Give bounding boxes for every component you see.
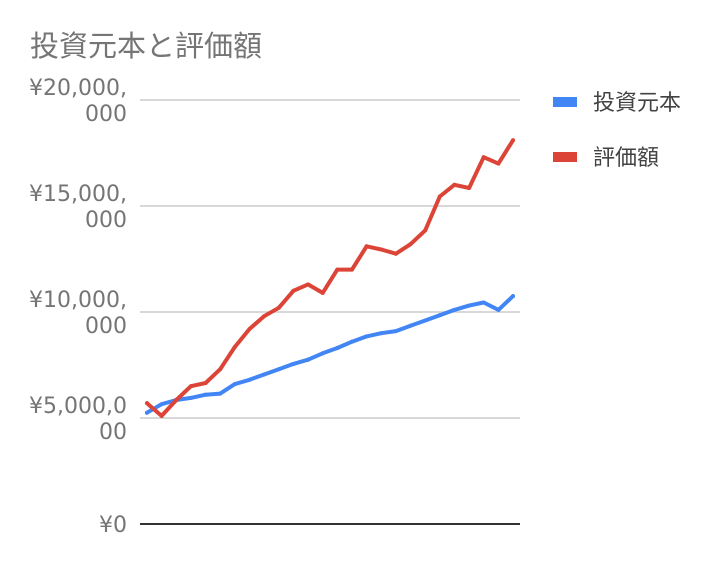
y-tick-label: 00 xyxy=(99,420,127,445)
data-point-series-2 xyxy=(335,267,340,272)
chart-title: 投資元本と評価額 xyxy=(30,29,262,63)
data-point-series-1 xyxy=(247,377,252,382)
data-point-series-2 xyxy=(276,305,281,310)
legend-label-1: 投資元本 xyxy=(593,91,681,116)
y-tick-label: ¥5,000,0 xyxy=(29,394,127,419)
data-point-series-2 xyxy=(320,290,325,295)
data-point-series-2 xyxy=(188,384,193,389)
data-point-series-2 xyxy=(379,247,384,252)
y-tick-label: ¥0 xyxy=(99,513,127,538)
y-tick-label: 000 xyxy=(85,208,127,233)
data-point-series-2 xyxy=(218,367,223,372)
series-line-2 xyxy=(145,138,515,418)
data-point-series-2 xyxy=(437,194,442,199)
data-point-series-2 xyxy=(408,242,413,247)
data-point-series-1 xyxy=(364,334,369,339)
data-point-series-2 xyxy=(291,288,296,293)
data-point-series-1 xyxy=(159,402,164,407)
series-line-1 xyxy=(145,294,515,415)
data-point-series-2 xyxy=(145,401,149,406)
data-point-series-1 xyxy=(423,318,428,323)
y-tick-label: ¥10,000, xyxy=(29,288,127,313)
data-point-series-1 xyxy=(437,313,442,318)
data-point-series-2 xyxy=(306,282,311,287)
data-point-series-1 xyxy=(262,372,267,377)
grid-layer xyxy=(140,99,520,525)
data-point-series-1 xyxy=(408,323,413,328)
data-point-series-2 xyxy=(232,344,237,349)
legend-label-2: 評価額 xyxy=(593,146,659,171)
data-point-series-1 xyxy=(496,307,501,312)
data-point-series-1 xyxy=(306,357,311,362)
data-point-series-1 xyxy=(145,410,149,415)
data-point-series-1 xyxy=(452,307,457,312)
data-point-series-2 xyxy=(511,138,515,143)
data-point-series-1 xyxy=(276,367,281,372)
data-point-series-2 xyxy=(393,251,398,256)
data-point-series-2 xyxy=(364,244,369,249)
data-point-series-1 xyxy=(320,351,325,356)
data-point-series-2 xyxy=(349,267,354,272)
data-point-series-1 xyxy=(511,294,515,299)
data-point-series-2 xyxy=(481,155,486,160)
data-point-series-2 xyxy=(174,397,179,402)
data-point-series-1 xyxy=(349,339,354,344)
data-point-series-2 xyxy=(496,161,501,166)
legend-swatch-1 xyxy=(553,97,577,107)
y-tick-label: 000 xyxy=(85,102,127,127)
data-point-series-1 xyxy=(379,331,384,336)
data-point-series-2 xyxy=(452,182,457,187)
y-tick-label: ¥15,000, xyxy=(29,182,127,207)
data-point-series-1 xyxy=(467,303,472,308)
series-layer xyxy=(145,138,515,418)
data-point-series-1 xyxy=(481,300,486,305)
data-point-series-1 xyxy=(291,361,296,366)
data-point-series-1 xyxy=(203,392,208,397)
legend-swatch-2 xyxy=(553,152,577,162)
data-point-series-1 xyxy=(218,391,223,396)
data-point-series-2 xyxy=(159,413,164,418)
data-point-series-2 xyxy=(423,228,428,233)
y-tick-label: 000 xyxy=(85,314,127,339)
y-axis-ticks: ¥0¥5,000,000¥10,000,000¥15,000,000¥20,00… xyxy=(29,76,127,538)
data-point-series-1 xyxy=(393,329,398,334)
data-point-series-1 xyxy=(188,395,193,400)
data-point-series-1 xyxy=(232,382,237,387)
y-tick-label: ¥20,000, xyxy=(29,76,127,101)
data-point-series-2 xyxy=(262,314,267,319)
data-point-series-2 xyxy=(247,326,252,331)
data-point-series-2 xyxy=(467,185,472,190)
data-point-series-1 xyxy=(335,346,340,351)
data-point-series-2 xyxy=(203,381,208,386)
